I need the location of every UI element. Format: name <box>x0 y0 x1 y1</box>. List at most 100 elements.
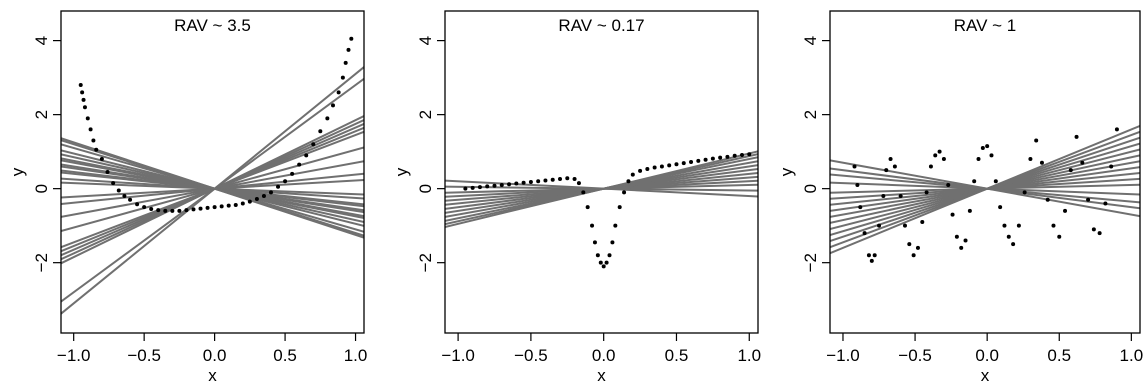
panel-2-point-40 <box>696 158 701 163</box>
panel-3-point-10 <box>888 157 893 162</box>
panel-2-point-29 <box>622 190 627 195</box>
panel-3-title: RAV ~ 1 <box>954 16 1017 35</box>
panel-1-point-2 <box>81 97 86 102</box>
panel-1-point-42 <box>330 103 335 108</box>
panel-1-point-22 <box>191 207 196 212</box>
panel-3-points <box>852 127 1119 263</box>
panel-3-point-7 <box>877 223 882 228</box>
panel-1-point-38 <box>304 153 309 158</box>
panel-1-point-20 <box>177 208 182 213</box>
panel-2-point-35 <box>659 164 664 169</box>
panel-2-point-30 <box>626 179 631 184</box>
panel-2-point-10 <box>536 179 541 184</box>
panel-1-title: RAV ~ 3.5 <box>174 16 251 35</box>
panel-1-point-43 <box>336 90 341 95</box>
panel-2-points <box>463 152 752 269</box>
panel-2-point-24 <box>604 260 609 265</box>
panel-3-point-37 <box>1006 234 1011 239</box>
panel-1-point-15 <box>142 205 147 210</box>
panel-2-point-5 <box>499 182 504 187</box>
panel-3-point-35 <box>998 205 1003 210</box>
panel-3-xtick-label-2: 0.0 <box>975 346 999 365</box>
panel-3-line-14 <box>830 159 1140 218</box>
panel-2-point-2 <box>477 185 482 190</box>
panel-2-line-11 <box>445 179 758 198</box>
panel-3-point-46 <box>1057 234 1062 239</box>
panel-2-point-31 <box>630 172 635 177</box>
panel-1-ytick-label-0: −2 <box>32 253 51 272</box>
panel-3-point-3 <box>862 231 867 236</box>
panel-1-point-6 <box>91 138 96 143</box>
panel-1-point-47 <box>349 36 354 41</box>
panel-3-point-18 <box>924 190 929 195</box>
panel-2-point-36 <box>667 163 672 168</box>
panel-1-point-35 <box>283 179 288 184</box>
panel-3-point-1 <box>855 182 860 187</box>
panel-1-point-13 <box>128 197 133 202</box>
panel-3-point-49 <box>1074 134 1079 139</box>
panel-1-point-24 <box>205 205 210 210</box>
panel-3-point-53 <box>1097 231 1102 236</box>
panel-2-point-38 <box>681 161 686 166</box>
panel-3-point-15 <box>911 253 916 258</box>
panel-2-ytick-label-0: −2 <box>416 253 435 272</box>
panel-2-point-37 <box>674 162 679 167</box>
panel-2-y-axis-title: y <box>392 167 411 176</box>
panel-3-point-9 <box>884 168 889 173</box>
panel-3-point-29 <box>972 179 977 184</box>
panel-1-points <box>78 36 354 213</box>
panel-1-point-16 <box>149 207 154 212</box>
panel-3-point-28 <box>967 208 972 213</box>
panel-2-point-3 <box>485 184 490 189</box>
panel-2-point-1 <box>470 185 475 190</box>
panel-3-point-2 <box>858 205 863 210</box>
panel-1-point-25 <box>212 205 217 210</box>
panel-3-point-54 <box>1103 201 1108 206</box>
panel-1-point-19 <box>170 208 175 213</box>
panel-3-point-24 <box>950 212 955 217</box>
panel-2-point-7 <box>514 181 519 186</box>
panel-1-regression-lines <box>61 66 364 315</box>
panel-2-point-12 <box>550 177 555 182</box>
panel-2-ytick-label-2: 2 <box>416 110 435 119</box>
panel-2-point-33 <box>645 167 650 172</box>
panel-1-point-31 <box>254 197 259 202</box>
panel-2-point-17 <box>581 190 586 195</box>
panel-3-point-52 <box>1091 227 1096 232</box>
panel-3-point-51 <box>1086 197 1091 202</box>
panel-2-point-19 <box>590 223 595 228</box>
panel-1-point-17 <box>156 208 161 213</box>
panel-3-point-38 <box>1011 242 1016 247</box>
panel-1-point-34 <box>276 184 281 189</box>
panel-1-ytick-label-1: 0 <box>32 184 51 193</box>
panel-1-point-41 <box>325 116 330 121</box>
panel-3-point-47 <box>1063 208 1068 213</box>
panel-3-regression-lines <box>830 124 1140 255</box>
panel-3-point-55 <box>1109 164 1114 169</box>
panel-3-point-34 <box>993 179 998 184</box>
panel-1-xtick-label-1: −0.5 <box>127 346 161 365</box>
panel-1-line-23 <box>61 137 364 239</box>
panel-1-point-9 <box>105 170 110 174</box>
panel-3-point-39 <box>1016 223 1021 228</box>
panel-1-xtick-label-0: −1.0 <box>57 346 91 365</box>
panel-2-regression-lines <box>445 150 758 228</box>
panel-3-frame <box>829 10 1141 334</box>
panel-2-x-axis-title: x <box>597 366 606 385</box>
panel-1-point-14 <box>135 202 140 207</box>
panel-3-point-27 <box>963 238 968 243</box>
panel-1-point-45 <box>343 60 348 65</box>
panel-1-point-29 <box>240 201 245 206</box>
panel-3-point-8 <box>881 194 886 199</box>
panel-3-point-11 <box>892 164 897 169</box>
panel-1: −1.0 −0.5 0.0 0.5 1.0 −2 0 2 4 x y RAV ~ 3.5 <box>8 10 367 385</box>
panel-1-point-40 <box>318 129 323 134</box>
panel-3-xtick-label-4: 1.0 <box>1120 346 1144 365</box>
panel-2-frame <box>444 10 759 334</box>
panel-1-point-46 <box>346 47 351 52</box>
panel-1-point-11 <box>116 188 121 193</box>
panel-3-point-42 <box>1034 138 1039 143</box>
panel-1-ytick-label-2: 2 <box>32 110 51 119</box>
panel-3-point-0 <box>852 164 857 169</box>
